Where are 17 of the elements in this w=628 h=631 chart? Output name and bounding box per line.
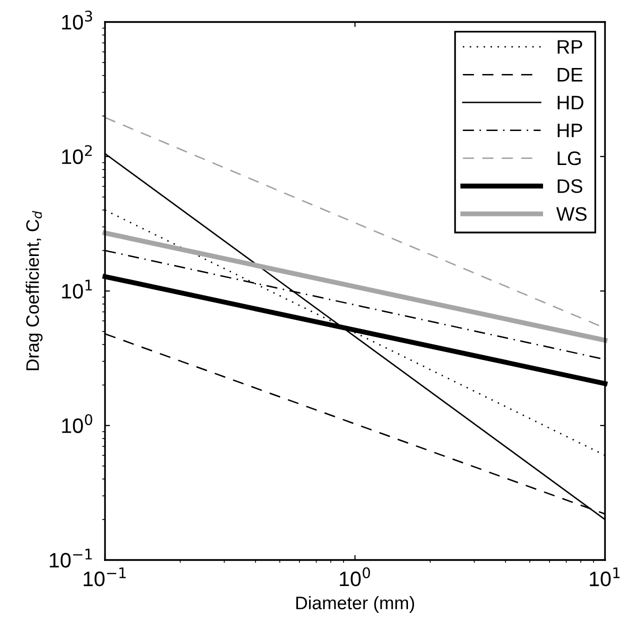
legend-label: RP [558,40,582,54]
y-tick-label: 10$^{1}$ [62,280,92,299]
legend-label: WS [556,207,587,221]
legend-label: HD [558,96,584,110]
x-axis-title: Diameter (mm) [296,596,414,613]
x-tick-label: 10$^{0}$ [340,567,370,586]
legend-label: DS [558,179,582,194]
legend-label: DE [558,68,582,82]
y-tick-label: 10$^{2}$ [62,145,92,164]
x-tick-label: 10$^{−1}$ [84,567,126,586]
x-tick-label: 10$^{1}$ [590,567,620,586]
y-tick-label: 10$^{3}$ [62,10,92,30]
y-axis-title: Drag Coefficient, C$_{d}$ [26,210,43,370]
y-tick-label: 10$^{0}$ [62,414,92,434]
y-tick-label: 10$^{−1}$ [50,548,92,568]
legend-label: LG [558,151,581,166]
legend-label: HP [558,124,582,138]
